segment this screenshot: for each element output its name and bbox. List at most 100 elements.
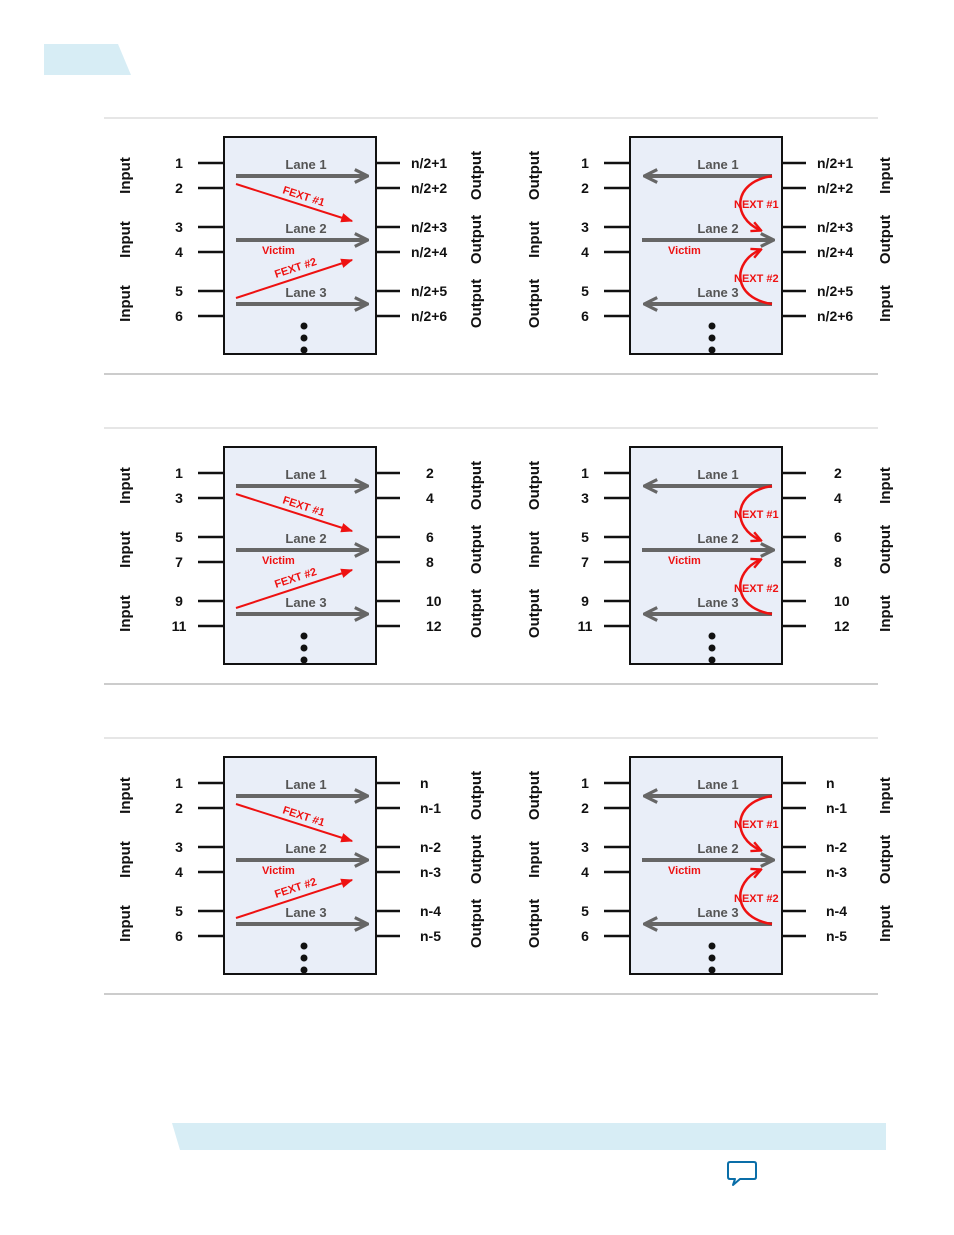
next2-arrow	[739, 870, 773, 926]
right-pin-label: n/2+4	[817, 244, 853, 260]
continuation-dot	[708, 942, 716, 950]
left-pin-label: 1	[581, 465, 589, 481]
left-pin-label: 6	[175, 928, 183, 944]
left-pin-label: 2	[581, 800, 589, 816]
right-pin-label: 4	[834, 490, 842, 506]
right-pin-label: 12	[426, 618, 442, 634]
continuation-dot	[300, 632, 308, 640]
lane-label: Lane 2	[697, 221, 738, 236]
continuation-dot	[300, 322, 308, 330]
continuation-dot	[300, 942, 308, 950]
right-pin-label: 2	[834, 465, 842, 481]
left-pin-label: 7	[581, 554, 589, 570]
right-pin-label: n/2+1	[411, 155, 447, 171]
next-diagram: 1 n 2 n-1 3 n-2 4 n-3 5 n-4 6 n-5 Output Input Input Ou…	[526, 756, 894, 975]
left-group-label: Input	[117, 157, 134, 194]
next1-arrow	[739, 174, 773, 230]
left-group-label: Input	[117, 285, 134, 322]
right-pin-label: n	[420, 775, 429, 791]
left-pin-label: 4	[581, 864, 589, 880]
right-pin-label: n/2+2	[411, 180, 447, 196]
fext2-arrow	[235, 258, 354, 299]
continuation-dot	[708, 966, 716, 974]
next2-label: NEXT #2	[734, 273, 779, 285]
continuation-dot	[300, 334, 308, 342]
lane-label: Lane 3	[697, 595, 738, 610]
right-pin-label: n/2+2	[817, 180, 853, 196]
left-pin-label: 6	[581, 928, 589, 944]
fext1-arrow	[235, 803, 354, 843]
right-pin-label: n-1	[826, 800, 847, 816]
right-pin-label: n-4	[826, 903, 847, 919]
next1-label: NEXT #1	[734, 199, 779, 211]
left-pin-label: 7	[175, 554, 183, 570]
left-group-label: Input	[117, 595, 134, 632]
left-pin-label: 1	[175, 465, 183, 481]
left-group-label: Output	[526, 461, 543, 510]
left-group-label: Input	[117, 905, 134, 942]
right-pin-label: 12	[834, 618, 850, 634]
continuation-dot	[708, 644, 716, 652]
left-pin-label: 4	[581, 244, 589, 260]
right-pin-label: n-2	[826, 839, 847, 855]
feedback-speech-bubble-icon[interactable]	[726, 1160, 758, 1188]
left-group-label: Input	[117, 221, 134, 258]
left-pin-label: 2	[581, 180, 589, 196]
right-pin-label: n-5	[420, 928, 441, 944]
left-group-label: Input	[526, 841, 543, 878]
left-pin-label: 9	[581, 593, 589, 609]
lane-label: Lane 2	[285, 531, 326, 546]
right-pin-label: n-1	[420, 800, 441, 816]
right-pin-label: 10	[834, 593, 850, 609]
right-group-label: Output	[468, 835, 485, 884]
continuation-dot	[708, 322, 716, 330]
fext-diagram: 1 n 2 n-1 3 n-2 4 n-3 5 n-4 6 n-5 Input Output Input Ou…	[117, 756, 485, 975]
fext1-arrow	[235, 493, 354, 533]
right-group-label: Output	[468, 151, 485, 200]
left-pin-label: 4	[175, 244, 183, 260]
right-group-label: Input	[877, 905, 894, 942]
right-group-label: Input	[877, 467, 894, 504]
right-pin-label: n-5	[826, 928, 847, 944]
left-pin-label: 4	[175, 864, 183, 880]
left-pin-label: 1	[581, 155, 589, 171]
right-pin-label: n/2+1	[817, 155, 853, 171]
left-pin-label: 5	[581, 903, 589, 919]
figure-panel-3: 1 n 2 n-1 3 n-2 4 n-3 5 n-4 6 n-5 Input Output Input Ou…	[104, 737, 894, 995]
right-group-label: Output	[877, 835, 894, 884]
left-pin-label: 1	[175, 155, 183, 171]
right-group-label: Output	[468, 589, 485, 638]
lane-label: Lane 3	[285, 595, 326, 610]
continuation-dot	[708, 632, 716, 640]
left-pin-label: 3	[175, 490, 183, 506]
lane-label: Lane 3	[285, 905, 326, 920]
left-pin-label: 9	[175, 593, 183, 609]
left-pin-label: 1	[175, 775, 183, 791]
right-group-label: Output	[468, 525, 485, 574]
left-group-label: Output	[526, 589, 543, 638]
continuation-dot	[300, 656, 308, 664]
left-pin-label: 3	[175, 219, 183, 235]
lane-label: Lane 1	[697, 467, 738, 482]
lane-label: Lane 1	[285, 467, 326, 482]
left-group-label: Input	[117, 841, 134, 878]
package-box	[223, 756, 377, 975]
next1-arrow	[739, 794, 773, 850]
continuation-dot	[300, 644, 308, 652]
left-group-label: Input	[117, 467, 134, 504]
left-pin-label: 1	[581, 775, 589, 791]
continuation-dot	[708, 656, 716, 664]
lane-label: Lane 2	[285, 841, 326, 856]
right-group-label: Output	[877, 525, 894, 574]
left-pin-label: 3	[175, 839, 183, 855]
right-pin-label: 2	[426, 465, 434, 481]
lane-label: Lane 2	[697, 841, 738, 856]
left-group-label: Output	[526, 899, 543, 948]
left-group-label: Input	[117, 777, 134, 814]
right-group-label: Input	[877, 285, 894, 322]
right-pin-label: n/2+5	[817, 283, 853, 299]
victim-label: Victim	[262, 555, 295, 567]
right-pin-label: n-4	[420, 903, 441, 919]
continuation-dot	[300, 346, 308, 354]
